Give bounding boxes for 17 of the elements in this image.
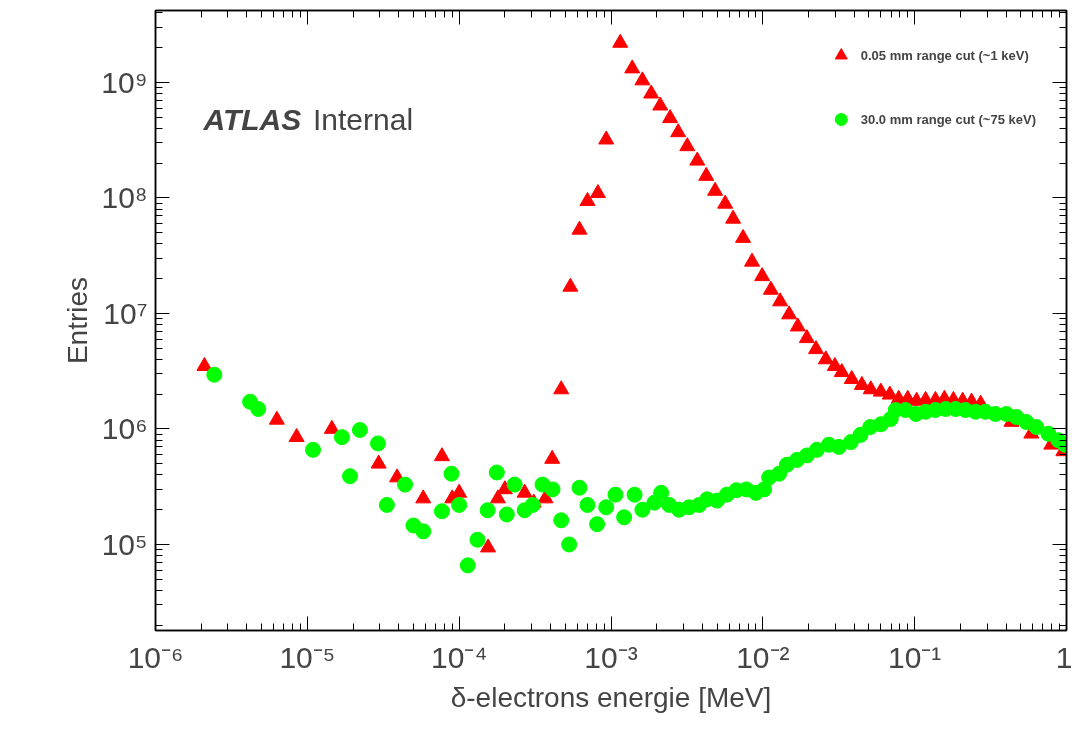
y-axis-title: Entries — [62, 276, 94, 365]
legend-label: 30.0 mm range cut (~75 keV) — [860, 111, 1036, 127]
y-tick-label: 10⁷ — [103, 296, 148, 330]
x-tick-label: 10⁻⁴ — [431, 640, 488, 674]
y-tick-label: 10⁸ — [101, 181, 148, 215]
legend-label: 0.05 mm range cut (~1 keV) — [860, 47, 1029, 63]
y-tick-label: 10⁹ — [101, 65, 148, 99]
x-tick-label: 10⁻³ — [584, 640, 638, 674]
y-tick-label: 10⁵ — [101, 527, 148, 561]
annotation: ATLAS Internal — [202, 102, 414, 136]
x-tick-label: 10⁻⁵ — [279, 640, 336, 674]
x-tick-label: 10⁻¹ — [887, 640, 942, 674]
y-tick-label: 10⁶ — [101, 412, 148, 446]
x-tick-label: 10⁻² — [736, 640, 790, 674]
x-axis-title: δ-electrons energie [MeV] — [450, 681, 772, 713]
x-tick-label: 10⁻⁶ — [127, 640, 184, 674]
x-tick-label: 1 — [1055, 640, 1072, 674]
